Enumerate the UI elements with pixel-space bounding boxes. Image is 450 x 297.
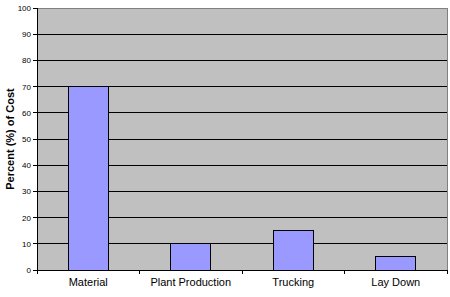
bars xyxy=(68,87,416,270)
y-tick-label: 60 xyxy=(22,109,31,118)
grid-line xyxy=(37,60,447,61)
y-tick xyxy=(33,8,37,9)
grid-line xyxy=(37,34,447,35)
y-tick-label: 70 xyxy=(22,83,31,92)
x-tick-label: Plant Production xyxy=(150,276,231,288)
chart-svg: 0 10 20 30 40 50 60 70 80 90 100 Material Plant Prod… xyxy=(0,0,450,297)
plot-background xyxy=(37,8,447,270)
y-tick xyxy=(33,112,37,113)
y-tick-label: 50 xyxy=(22,135,31,144)
y-tick xyxy=(33,86,37,87)
y-tick xyxy=(33,217,37,218)
x-tick xyxy=(37,270,38,274)
x-tick xyxy=(344,270,345,274)
y-tick xyxy=(33,165,37,166)
x-tick-label: Lay Down xyxy=(371,276,420,288)
chart-container: 0 10 20 30 40 50 60 70 80 90 100 Material Plant Prod… xyxy=(0,0,450,297)
x-tick xyxy=(139,270,140,274)
y-tick-label: 20 xyxy=(22,214,31,223)
y-tick xyxy=(33,60,37,61)
y-tick-label: 100 xyxy=(18,4,32,13)
y-tick xyxy=(33,34,37,35)
y-tick-label: 40 xyxy=(22,161,31,170)
y-tick xyxy=(33,139,37,140)
y-axis xyxy=(37,8,38,270)
y-tick-label: 90 xyxy=(22,30,31,39)
bar xyxy=(171,244,211,270)
bar xyxy=(376,257,416,270)
y-tick-label: 80 xyxy=(22,56,31,65)
y-tick xyxy=(33,191,37,192)
bar xyxy=(68,87,108,270)
plot-frame xyxy=(37,8,447,270)
x-tick-label: Trucking xyxy=(272,276,314,288)
y-tick xyxy=(33,243,37,244)
x-tick xyxy=(242,270,243,274)
y-tick-label: 30 xyxy=(22,187,31,196)
y-tick-label: 10 xyxy=(22,240,31,249)
x-tick xyxy=(447,270,448,274)
x-tick-label: Material xyxy=(69,276,108,288)
bar xyxy=(273,231,313,270)
y-tick-label: 0 xyxy=(27,266,32,275)
y-axis-label: Percent (%) of Cost xyxy=(4,88,16,190)
y-tick xyxy=(33,270,37,271)
